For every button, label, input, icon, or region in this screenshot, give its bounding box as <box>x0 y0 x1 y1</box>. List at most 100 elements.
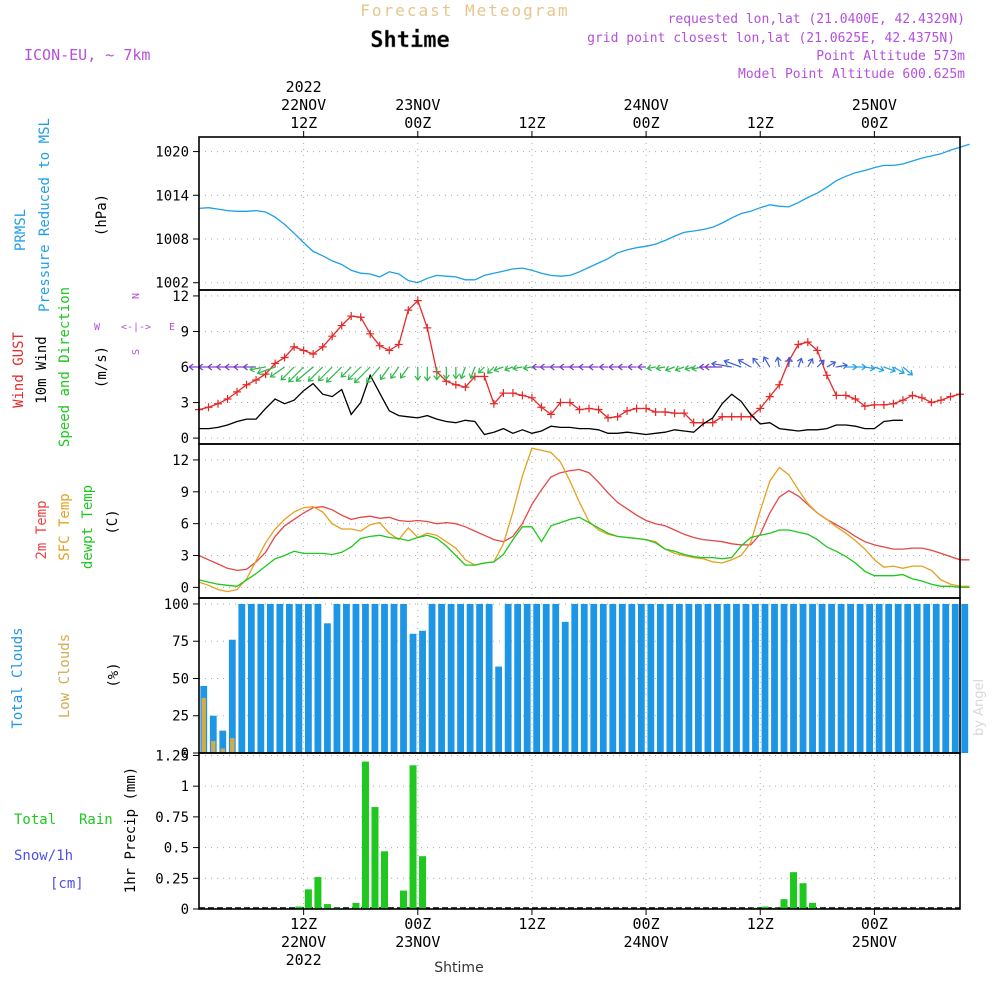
total-cloud-bar <box>932 603 940 753</box>
wind-arrow-head <box>655 364 662 372</box>
total-cloud-bar <box>742 603 750 753</box>
rain-bar <box>761 906 769 909</box>
total-cloud-bar <box>228 639 236 753</box>
wind-ytick-label: 12 <box>172 289 189 305</box>
total-cloud-bar <box>637 603 645 753</box>
low-clouds-label: Low Clouds <box>57 634 73 718</box>
total-cloud-bar <box>409 633 417 753</box>
wind-arrow-head <box>752 357 759 364</box>
bottom-tick-label: 23NOV <box>395 933 440 951</box>
total-cloud-bar <box>704 603 712 753</box>
gust-marker <box>404 306 413 315</box>
gust-marker <box>898 396 907 405</box>
wind-direction-arrow <box>788 357 791 368</box>
clouds-ytick-label: 75 <box>172 634 189 650</box>
wind-arrow-head <box>568 363 575 371</box>
gust-marker <box>318 342 327 351</box>
temperature-ytick-label: 6 <box>181 517 189 533</box>
rain-bar <box>790 872 798 909</box>
gust-marker <box>803 338 812 347</box>
gust-marker <box>470 372 479 381</box>
temp2m-label: 2m Temp <box>34 500 50 559</box>
wind-arrow-head <box>664 365 671 373</box>
gust-marker <box>204 403 213 412</box>
temperature-frame <box>198 443 961 599</box>
clouds-ytick-label: 0 <box>181 746 189 762</box>
total-cloud-bar <box>590 603 598 753</box>
wind-direction-arrow <box>504 366 514 371</box>
gust-label: Wind GUST <box>11 332 27 408</box>
gust-marker <box>214 399 223 408</box>
point-altitude: Point Altitude 573m <box>816 49 965 64</box>
total-cloud-bar <box>894 603 902 753</box>
wind-arrow-head <box>452 374 460 380</box>
total-cloud-bar <box>247 603 255 753</box>
wind-direction-arrow <box>797 358 802 368</box>
total-cloud-bar <box>438 603 445 753</box>
gust-marker <box>480 372 489 381</box>
wind-arrow-head <box>608 363 614 371</box>
gust-marker <box>309 349 318 358</box>
gust-marker <box>233 387 242 396</box>
rain-bar <box>400 890 408 909</box>
wind-direction-arrow <box>776 357 780 368</box>
temperature-ytick-label: 0 <box>181 580 189 596</box>
wind-direction-arrow <box>257 366 276 374</box>
gust-marker <box>832 391 841 400</box>
clouds-ytick-label: 25 <box>172 709 189 725</box>
total-cloud-bar <box>837 603 845 753</box>
total-cloud-bar <box>419 630 426 753</box>
total-cloud-bar <box>314 603 322 753</box>
total-cloud-bar <box>457 603 464 753</box>
model-altitude: Model Point Altitude 600.625m <box>738 67 965 82</box>
top-tick-label: 12Z <box>290 114 317 132</box>
gust-marker <box>917 393 926 402</box>
wind-direction-arrow <box>347 366 362 380</box>
wind-direction-arrow <box>326 366 343 383</box>
wind-direction-arrow <box>711 362 732 368</box>
wind-arrow-head <box>288 376 294 383</box>
total-cloud-bar <box>542 603 550 753</box>
gust-marker <box>223 394 232 403</box>
bottom-tick-label: 12Z <box>747 915 774 933</box>
snow-unit-label: [cm] <box>50 876 84 892</box>
wind-arrow-head <box>698 363 705 371</box>
compass-n: N <box>131 293 142 299</box>
panel-temperature: 0 3 6 9 12 <box>172 443 970 599</box>
total-cloud-bar <box>343 603 350 753</box>
top-tick-label: 25NOV <box>852 96 897 114</box>
gust-marker <box>841 391 850 400</box>
wind-direction-arrow <box>513 366 523 370</box>
gust-marker <box>670 409 679 418</box>
wind-arrow-head <box>215 363 222 371</box>
total-cloud-bar <box>561 621 569 753</box>
gust-marker <box>756 404 765 413</box>
wind-direction-arrow <box>864 366 875 370</box>
wind-arrow-head <box>280 374 287 381</box>
gust-marker <box>775 380 784 389</box>
sfc-temp-line <box>198 447 970 593</box>
wind-direction-arrow <box>460 366 466 379</box>
sfc-label: SFC Temp <box>57 493 73 560</box>
clouds-ytick-label: 50 <box>172 671 189 687</box>
gust-marker <box>604 413 613 422</box>
wind-arrow-head <box>704 363 710 371</box>
wind-arrow-head <box>796 357 804 364</box>
total-cloud-bar <box>609 603 617 753</box>
gust-marker <box>889 399 898 408</box>
wind-arrow-head <box>774 356 782 363</box>
wind-direction-arrow <box>656 366 666 370</box>
precipitation-ytick-label: 0.25 <box>155 871 189 887</box>
gust-marker <box>328 332 337 341</box>
pressure-ytick-label: 1008 <box>155 232 189 248</box>
wind-arrow-head <box>711 360 717 368</box>
total-cloud-bar <box>951 603 959 753</box>
wind-direction-arrow <box>665 366 675 371</box>
gust-marker <box>585 404 594 413</box>
wind-direction-arrow <box>807 358 814 368</box>
gust-marker <box>385 346 394 355</box>
top-tick-label: 24NOV <box>624 96 669 114</box>
wind-direction-arrow <box>763 356 771 368</box>
wind-direction-arrow <box>675 366 685 371</box>
wind-arrow-head <box>353 377 360 384</box>
